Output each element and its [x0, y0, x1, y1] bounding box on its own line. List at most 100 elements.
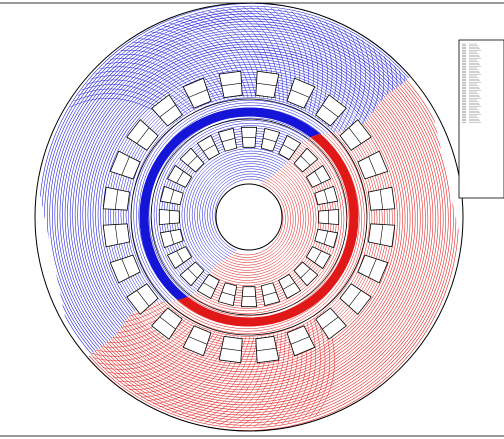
flux-line	[185, 336, 255, 418]
outer-stator-slot-divider	[188, 336, 208, 345]
outer-stator-slot	[182, 77, 212, 109]
outer-stator-slot	[315, 307, 347, 340]
flux-line	[281, 322, 312, 425]
inner-stator-slot-divider	[263, 291, 277, 297]
flux-line	[284, 9, 314, 113]
outer-stator-slot-divider	[114, 189, 119, 210]
inner-stator-slot-divider	[187, 155, 198, 166]
flux-line	[86, 79, 188, 115]
inner-stator-slot	[314, 185, 339, 206]
flux-line	[92, 322, 193, 361]
outer-stator-slot-divider	[368, 258, 377, 278]
outer-stator-slot-divider	[121, 258, 130, 278]
inner-stator-slot	[166, 164, 193, 188]
inner-stator-slot	[293, 261, 319, 287]
inner-stator-slot-divider	[300, 155, 311, 166]
outer-stator-slot	[182, 325, 212, 357]
flux-line	[140, 334, 227, 398]
flux-line	[294, 317, 321, 423]
inner-stator-slot-divider	[323, 189, 329, 203]
inner-stator-slot	[314, 228, 339, 249]
flux-line	[178, 336, 251, 416]
inner-stator-slot	[217, 282, 238, 307]
outer-stator-slot-divider	[348, 290, 362, 307]
flux-line	[132, 42, 221, 101]
outer-stator-slot-divider	[136, 127, 150, 144]
flux-line	[239, 331, 286, 427]
outer-stator-slot	[286, 325, 316, 357]
legend-box	[458, 39, 504, 199]
flux-line	[339, 32, 361, 139]
outer-stator-slot-divider	[290, 336, 310, 345]
outer-stator-slot-divider	[322, 316, 339, 330]
inner-stator-slot-divider	[323, 231, 329, 245]
outer-stator-slot-divider	[159, 104, 176, 118]
inner-stator-slot-divider	[314, 250, 322, 263]
shaft-bore	[215, 183, 283, 251]
outer-stator-slot	[339, 283, 372, 315]
flux-line	[229, 7, 280, 101]
flux-line	[232, 332, 282, 427]
flux-line	[236, 7, 284, 103]
flux-line	[287, 320, 316, 424]
inner-stator-slot-divider	[282, 144, 295, 152]
inner-stator-slot	[278, 134, 302, 161]
flux-line	[97, 324, 197, 366]
legend-panel	[458, 39, 504, 199]
outer-stator-slot-divider	[256, 82, 277, 87]
machine-geometry	[34, 2, 464, 432]
outer-stator-slot-divider	[114, 224, 119, 245]
flux-line	[135, 333, 223, 394]
inner-stator-slot-divider	[176, 250, 184, 263]
inner-stator-slot	[159, 185, 184, 206]
inner-stator-slot	[305, 246, 332, 270]
inner-stator-slot-divider	[169, 231, 175, 245]
flux-line	[298, 12, 323, 118]
inner-stator-slot	[217, 127, 238, 152]
flux-line	[191, 336, 259, 420]
inner-stator-slot	[293, 147, 319, 173]
inner-stator-slot	[179, 261, 205, 287]
flux-line	[181, 17, 253, 98]
flux-line	[88, 320, 190, 357]
outer-stator-slot	[315, 94, 347, 127]
outer-stator-slot	[126, 119, 159, 151]
outer-stator-bore	[130, 98, 368, 336]
outer-stator-slot-divider	[348, 127, 362, 144]
legend-rows	[462, 43, 481, 123]
inner-stator-slot	[196, 273, 220, 300]
flux-line	[137, 38, 225, 100]
flux-line	[243, 6, 288, 104]
outer-stator-slot-divider	[322, 104, 339, 118]
outer-stator-slot-divider	[379, 189, 384, 210]
outer-stator-slot	[339, 119, 372, 151]
outer-stator-slot-divider	[221, 347, 242, 352]
flux-line	[246, 330, 290, 428]
outer-stator-slot	[151, 307, 183, 340]
outer-stator-slot-divider	[379, 224, 384, 245]
outer-stator-slot-divider	[221, 82, 242, 87]
inner-stator-slot	[305, 164, 332, 188]
outer-stator-slot	[357, 150, 389, 180]
inner-stator-slot	[278, 273, 302, 300]
inner-stator-slot-divider	[314, 171, 322, 184]
inner-stator-slot	[260, 282, 281, 307]
outer-stator-slot-divider	[159, 316, 176, 330]
inner-stator-slot-divider	[169, 189, 175, 203]
flux-line	[175, 20, 249, 98]
outer-stator-slot	[151, 94, 183, 127]
inner-stator-slot	[166, 246, 193, 270]
outer-stator-slot-divider	[121, 156, 130, 176]
outer-stator-slot-divider	[290, 89, 310, 98]
outer-stator-slot	[286, 77, 316, 109]
outer-stator-slot	[109, 150, 141, 180]
rotor-inner-edge	[150, 118, 348, 316]
outer-stator-slot-divider	[256, 347, 277, 352]
inner-stator-slot-divider	[263, 137, 277, 143]
outer-stator-slot-divider	[188, 89, 208, 98]
flux-line	[333, 26, 352, 133]
outer-stator-slot-divider	[368, 156, 377, 176]
inner-stator-slot	[179, 147, 205, 173]
flux-line	[301, 315, 326, 421]
